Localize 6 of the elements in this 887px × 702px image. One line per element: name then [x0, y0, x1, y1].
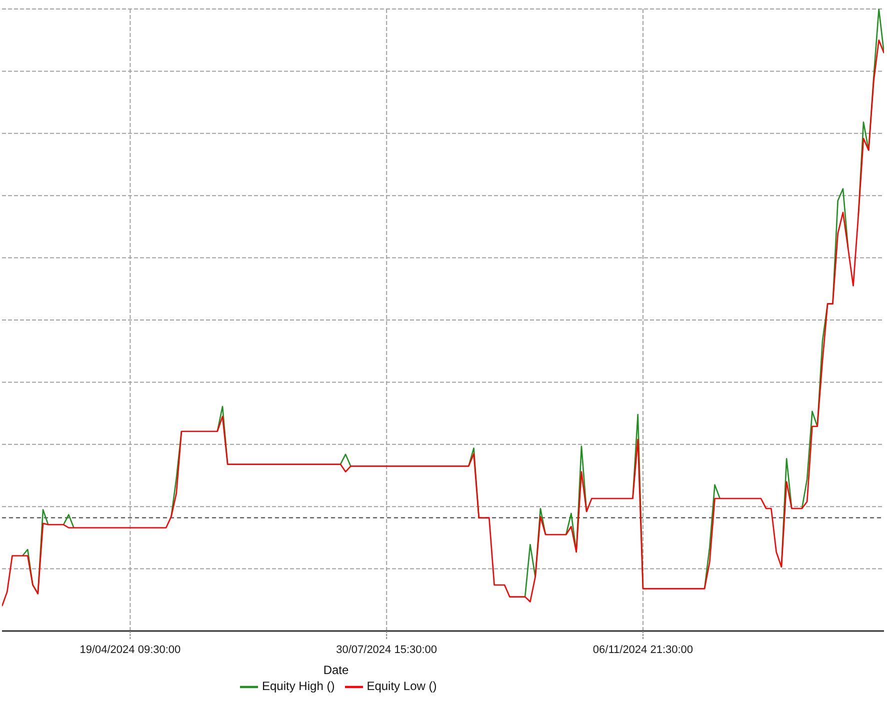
x-tick-label: 19/04/2024 09:30:00 — [80, 644, 181, 656]
x-tick-label: 30/07/2024 15:30:00 — [336, 644, 438, 656]
x-axis-title: Date — [323, 663, 349, 677]
legend-label: Equity Low () — [366, 679, 437, 694]
x-tick-label: 06/11/2024 21:30:00 — [592, 644, 694, 656]
legend-label: Equity High () — [262, 679, 335, 694]
